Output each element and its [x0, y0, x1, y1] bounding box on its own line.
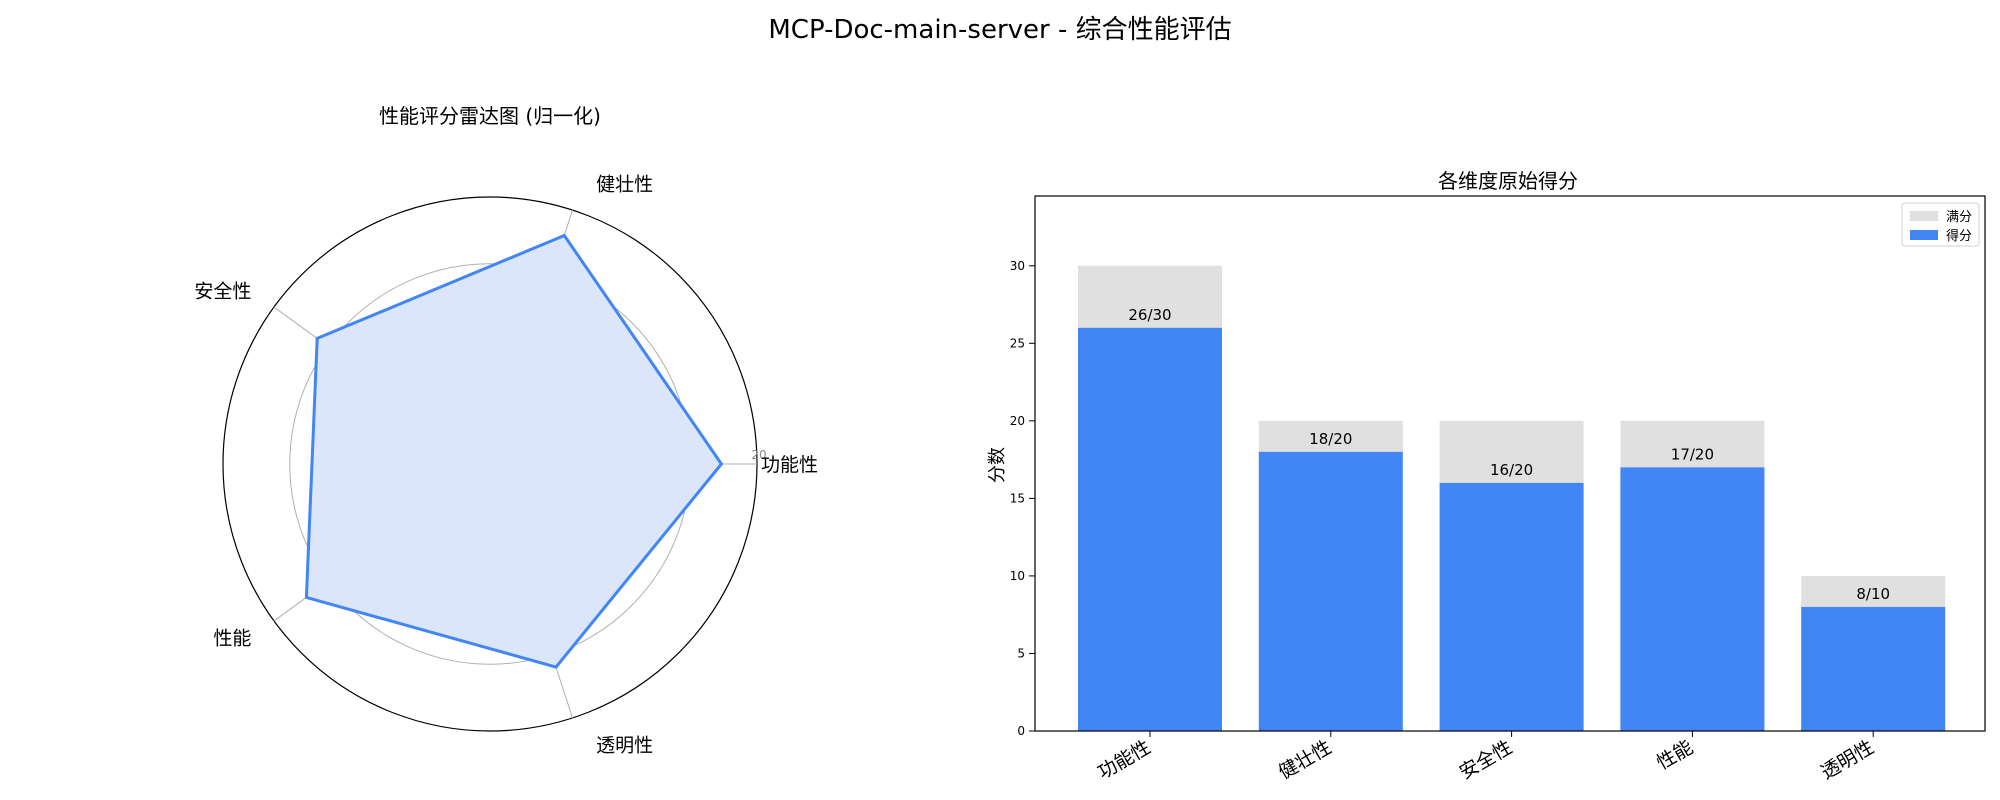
y-tick-label: 10 [1010, 569, 1025, 583]
bar-score [1258, 451, 1403, 731]
legend-swatch [1910, 230, 1938, 240]
x-tick-label: 安全性 [1456, 736, 1516, 784]
legend-label: 得分 [1946, 228, 1972, 244]
bar-score [1801, 606, 1946, 731]
radar-point [562, 233, 566, 237]
bar-axes-frame [1034, 195, 1986, 732]
radar-axis-label: 性能 [213, 627, 251, 649]
bar-score [1078, 327, 1222, 731]
radar-point [304, 595, 308, 599]
radar-chart: 性能评分雷达图 (归一化) 5101520功能性健壮性安全性性能透明性 [194, 104, 818, 757]
radar-area [306, 235, 722, 668]
bar-score [1620, 467, 1765, 731]
radar-point [315, 336, 319, 340]
radar-r-tick-label: 20 [751, 448, 766, 462]
bar-score [1439, 482, 1584, 731]
y-tick-label: 0 [1017, 724, 1025, 738]
x-tick-label: 健壮性 [1275, 736, 1335, 784]
bar-data-label: 16/20 [1490, 461, 1533, 479]
bar-data-label: 17/20 [1671, 445, 1714, 463]
bar-data-label: 18/20 [1309, 430, 1352, 448]
legend-label: 满分 [1946, 210, 1972, 225]
y-tick-label: 5 [1017, 646, 1025, 660]
x-tick-label: 功能性 [1094, 736, 1154, 784]
bar-data-label: 8/10 [1856, 585, 1890, 603]
y-tick-label: 15 [1010, 491, 1025, 505]
y-tick-label: 25 [1010, 336, 1025, 350]
bar-ylabel: 分数 [987, 447, 1008, 483]
bar-chart: 各维度原始得分 分数 26/30 18/20 16/20 17/20 8/10 0 5 10 1… [987, 169, 1986, 784]
radar-title: 性能评分雷达图 (归一化) [379, 104, 601, 128]
bar-data-label: 26/30 [1128, 306, 1171, 324]
radar-point [554, 665, 558, 669]
radar-axis-label: 功能性 [761, 454, 818, 476]
radar-point [719, 462, 723, 466]
x-tick-label: 性能 [1653, 736, 1697, 774]
radar-axis-label: 透明性 [596, 735, 653, 757]
figure-title: MCP-Doc-main-server - 综合性能评估 [768, 15, 1231, 45]
y-tick-label: 30 [1010, 259, 1025, 273]
y-tick-label: 20 [1010, 414, 1025, 428]
radar-axis-label: 健壮性 [596, 173, 653, 195]
x-tick-label: 透明性 [1817, 736, 1877, 784]
radar-axis-label: 安全性 [194, 281, 251, 303]
legend-swatch [1910, 211, 1938, 221]
radar-line [304, 234, 723, 669]
bar-title: 各维度原始得分 [1438, 169, 1578, 193]
